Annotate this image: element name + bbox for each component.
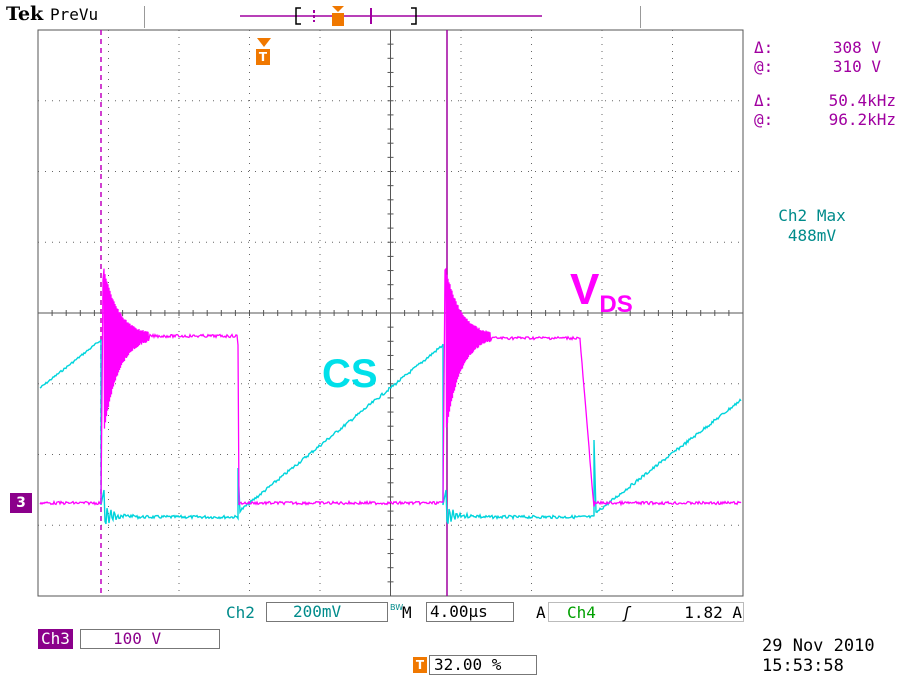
timebase-prefix: M xyxy=(402,603,412,623)
cs-label: CS xyxy=(322,352,378,396)
voltage-delta-value: 308 V xyxy=(815,38,881,58)
freq-delta-value: 50.4kHz xyxy=(800,91,896,111)
date-display: 29 Nov 2010 xyxy=(762,636,875,657)
ch2-max-label: Ch2 Max xyxy=(762,206,862,226)
trigger-slope-icon: ʃ xyxy=(622,603,632,623)
trigger-marker-icon[interactable]: T xyxy=(256,49,270,65)
ch3-ground-marker[interactable]: 3 xyxy=(10,493,32,513)
vds-label-main: V xyxy=(570,265,599,314)
vds-label-subscript: DS xyxy=(599,291,632,318)
ch3-label[interactable]: Ch3 xyxy=(38,629,73,649)
trigger-position-icon: T xyxy=(413,657,427,673)
trigger-arrow-icon xyxy=(256,37,272,49)
ch2-label[interactable]: Ch2 xyxy=(226,603,255,623)
freq-delta-symbol: Δ: xyxy=(754,91,773,111)
vds-label: VDS xyxy=(570,266,633,329)
trigger-type: A xyxy=(536,603,546,623)
trigger-level: 1.82 A xyxy=(666,603,742,623)
ch2-max-value: 488mV xyxy=(762,226,862,246)
freq-at-symbol: @: xyxy=(754,110,773,130)
ch3-scale[interactable]: 100 V xyxy=(80,629,220,649)
freq-at-value: 96.2kHz xyxy=(800,110,896,130)
trigger-source: Ch4 xyxy=(567,603,596,623)
voltage-at-value: 310 V xyxy=(815,57,881,77)
timebase-value[interactable]: 4.00µs xyxy=(426,602,514,622)
ch2-scale[interactable]: 200mV xyxy=(266,602,388,622)
trigger-position-value[interactable]: 32.00 % xyxy=(429,655,537,675)
voltage-delta-symbol: Δ: xyxy=(754,38,773,58)
time-display: 15:53:58 xyxy=(762,656,844,677)
voltage-at-symbol: @: xyxy=(754,57,773,77)
